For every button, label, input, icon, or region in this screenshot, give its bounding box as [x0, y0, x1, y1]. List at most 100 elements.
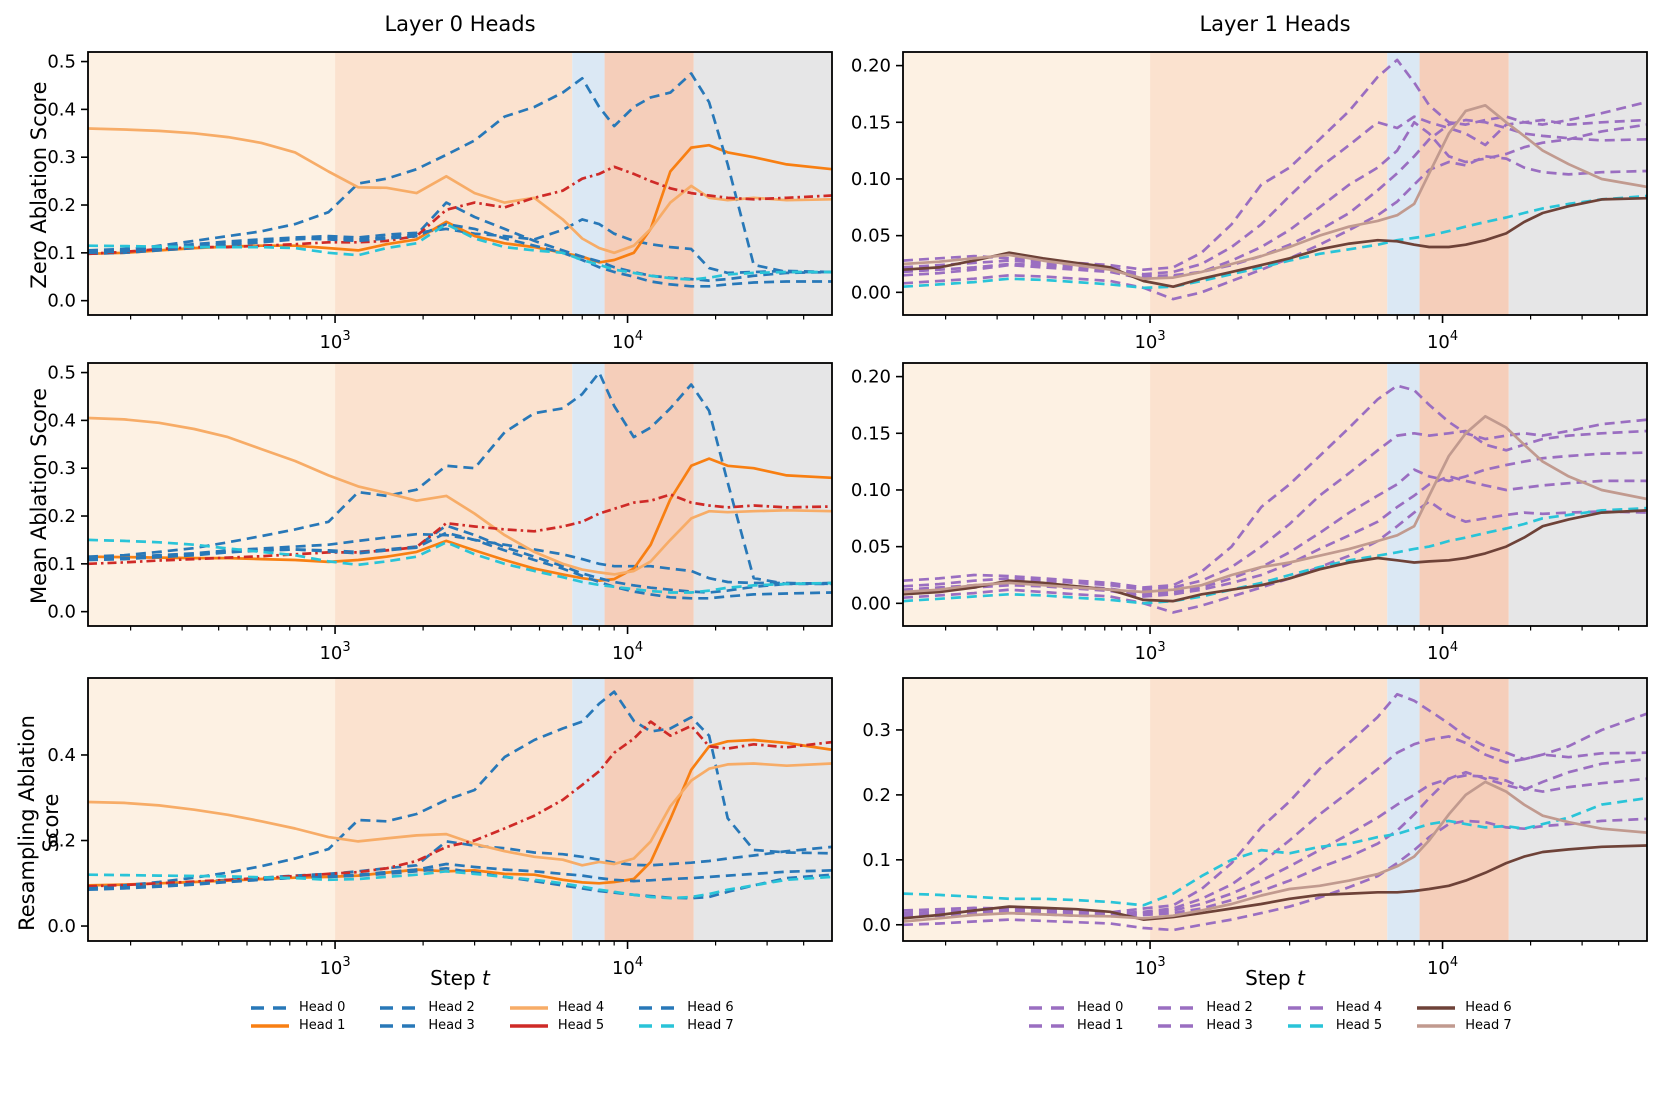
series-zero-l0-head-7 — [88, 222, 832, 281]
legend-layer-0: Head 0 Head 2 Head 4 Head 6 Head 1 Head 3 Head… — [250, 1000, 734, 1033]
phase-band-1 — [88, 678, 336, 941]
y-tick-label: 0.10 — [851, 169, 891, 190]
phase-band-5 — [1508, 678, 1647, 941]
series-mean-l0-head-0 — [88, 532, 832, 586]
phase-band-2 — [1150, 52, 1388, 315]
x-tick-label: 104 — [1427, 329, 1458, 353]
series-mean-l0-head-4 — [88, 416, 832, 576]
y-tick-label: 0.0 — [47, 602, 76, 623]
legend-item-l0-head-3: Head 3 — [379, 1018, 475, 1033]
series-mean-l0-head-1 — [88, 457, 832, 582]
y-tick-label: 0.3 — [47, 458, 76, 479]
legend-label: Head 3 — [428, 1018, 475, 1033]
series-resampling-l1-head-1 — [903, 757, 1647, 917]
legend-layer-1: Head 0 Head 2 Head 4 Head 6 Head 1 Head 3 Head… — [1028, 1000, 1512, 1033]
y-tick-label: 0.2 — [47, 195, 76, 216]
phase-band-1 — [903, 52, 1151, 315]
legend-label: Head 4 — [1335, 1000, 1383, 1015]
series-mean-l1-head-1 — [903, 451, 1647, 596]
y-tick-label: 0.1 — [47, 554, 76, 575]
series-resampling-l0-head-7 — [88, 869, 832, 900]
y-tick-label: 0.0 — [862, 915, 891, 936]
phase-band-3 — [572, 678, 605, 941]
series-resampling-l1-head-7 — [903, 780, 1647, 923]
dashed-line-swatch-icon — [380, 1023, 419, 1028]
y-tick-label: 0.05 — [851, 537, 891, 558]
plot-border-mean-l0 — [87, 362, 833, 627]
phase-band-2 — [335, 363, 573, 626]
ylabel-zero-ablation: Zero Ablation Score — [27, 81, 51, 289]
series-mean-l1-head-7 — [903, 414, 1647, 594]
legend-label: Head 4 — [557, 1000, 605, 1015]
legend-item-l0-head-0: Head 0 — [250, 1000, 345, 1015]
phase-band-4 — [1419, 678, 1509, 941]
phase-band-3 — [572, 52, 605, 315]
solid-line-swatch-icon — [1417, 1023, 1456, 1028]
y-tick-label: 0.00 — [851, 282, 891, 303]
legend-label: Head 1 — [1077, 1018, 1124, 1033]
series-zero-l0-head-6 — [88, 222, 832, 288]
legend-label: Head 0 — [299, 1000, 346, 1015]
y-tick-label: 0.0 — [47, 291, 76, 312]
plot-border-mean-l1 — [902, 362, 1648, 627]
phase-band-4 — [604, 678, 694, 941]
legend-item-l1-head-6: Head 6 — [1416, 1000, 1512, 1015]
x-tick-label: 103 — [319, 640, 350, 664]
phase-band-1 — [88, 52, 336, 315]
y-tick-label: 0.5 — [47, 52, 76, 73]
x-tick-label: 104 — [612, 955, 643, 979]
x-tick-label: 104 — [612, 329, 643, 353]
legend-item-l1-head-0: Head 0 — [1028, 1000, 1123, 1015]
phase-band-2 — [335, 678, 573, 941]
y-tick-label: 0.4 — [47, 410, 76, 431]
x-tick-label: 103 — [319, 329, 350, 353]
plot-border-resampling-l1 — [902, 677, 1648, 942]
xlabel-right-prefix: Step — [1245, 966, 1298, 990]
legend-label: Head 5 — [1335, 1018, 1383, 1033]
series-zero-l1-head-0 — [903, 118, 1647, 278]
legend-item-l1-head-1: Head 1 — [1028, 1018, 1123, 1033]
y-tick-label: 0.2 — [862, 785, 891, 806]
xlabel-left: Step t — [88, 966, 832, 990]
dashed-line-swatch-icon — [1158, 1005, 1197, 1010]
series-mean-l1-head-5 — [903, 506, 1647, 605]
y-tick-label: 0.05 — [851, 226, 891, 247]
series-resampling-l1-head-0 — [903, 774, 1647, 919]
phase-band-3 — [572, 363, 605, 626]
series-mean-l0-head-6 — [88, 531, 832, 600]
series-zero-l1-head-5 — [903, 194, 1647, 290]
series-zero-l1-head-7 — [903, 103, 1647, 281]
series-resampling-l0-head-3 — [88, 862, 832, 892]
series-mean-l0-head-5 — [88, 493, 832, 566]
series-zero-l1-head-1 — [903, 120, 1647, 281]
xlabel-left-prefix: Step — [430, 966, 483, 990]
series-zero-l1-head-3 — [903, 58, 1647, 272]
series-mean-l0-head-7 — [88, 538, 832, 594]
legend-label: Head 6 — [1465, 1000, 1512, 1015]
legend-item-l1-head-5: Head 5 — [1287, 1018, 1382, 1033]
plot-border-resampling-l0 — [87, 677, 833, 942]
legend-label: Head 7 — [1465, 1018, 1512, 1033]
x-tick-label: 104 — [612, 640, 643, 664]
y-tick-label: 0.10 — [851, 480, 891, 501]
series-mean-l1-head-6 — [903, 509, 1647, 603]
series-zero-l0-head-0 — [88, 218, 832, 275]
phase-band-3 — [1387, 52, 1420, 315]
legend-item-l1-head-2: Head 2 — [1157, 1000, 1253, 1015]
dashed-line-swatch-icon — [639, 1005, 678, 1010]
phase-band-3 — [1387, 678, 1420, 941]
phase-band-2 — [335, 52, 573, 315]
series-resampling-l0-head-0 — [88, 840, 832, 889]
legend-item-l0-head-1: Head 1 — [250, 1018, 345, 1033]
y-tick-label: 0.3 — [47, 147, 76, 168]
phase-band-4 — [1419, 363, 1509, 626]
legend-label: Head 3 — [1206, 1018, 1253, 1033]
dashed-line-swatch-icon — [1287, 1023, 1326, 1028]
legend-label: Head 2 — [1206, 1000, 1253, 1015]
panel-zero-l1: 103 104 0.00 0.05 0.10 0.15 0.20 — [851, 51, 1648, 353]
solid-line-swatch-icon — [509, 1023, 548, 1028]
series-zero-l1-head-2 — [903, 115, 1647, 276]
